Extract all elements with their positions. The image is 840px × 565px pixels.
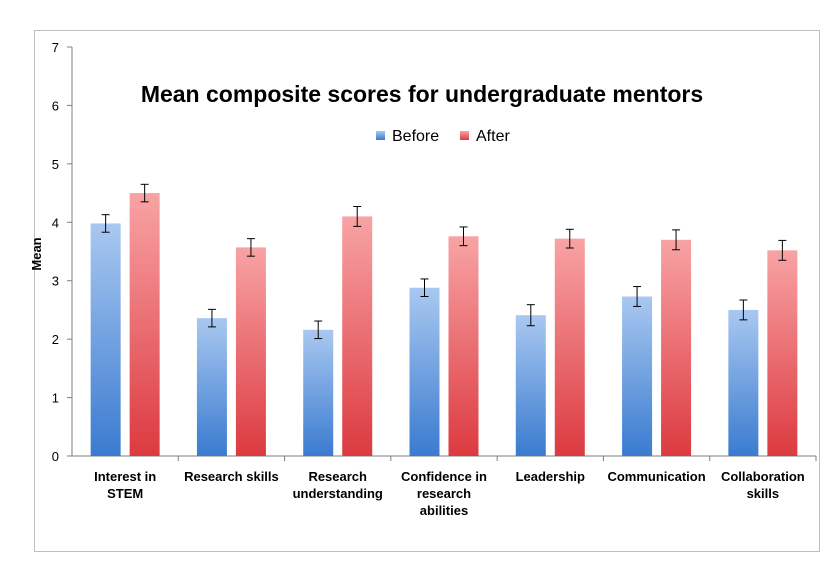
- error-bar-after-2: [353, 206, 362, 227]
- bars: [90, 193, 798, 457]
- bar-after-0: [129, 193, 160, 457]
- axes: 0 1 2 3 4 5 6 7: [52, 40, 817, 464]
- bar-before-5: [622, 296, 653, 456]
- error-bar-before-4: [526, 304, 535, 327]
- error-bar-after-6: [778, 239, 787, 261]
- error-bar-after-3: [459, 226, 468, 247]
- error-bar-before-5: [633, 286, 642, 307]
- bar-before-1: [196, 318, 227, 456]
- y-tick-label: 2: [52, 332, 59, 347]
- error-bar-before-2: [314, 320, 323, 340]
- y-tick-label: 1: [52, 391, 59, 406]
- error-bar-before-0: [101, 214, 110, 233]
- chart-title: Mean composite scores for undergraduate …: [141, 81, 703, 107]
- bar-before-6: [728, 309, 759, 456]
- error-bar-before-1: [207, 308, 216, 328]
- bar-before-0: [90, 223, 121, 456]
- legend-label-before: Before: [392, 128, 439, 145]
- error-bar-after-0: [140, 183, 149, 203]
- category-label-2: Research understanding: [293, 469, 383, 501]
- bar-after-1: [235, 247, 266, 456]
- error-bars: [101, 183, 787, 340]
- y-tick-label: 5: [52, 157, 59, 172]
- y-tick-label: 3: [52, 274, 59, 289]
- category-labels: Interest in STEM Research skills Research un…: [94, 469, 805, 518]
- bar-before-3: [409, 287, 440, 456]
- legend-swatch-after: [460, 131, 469, 140]
- bar-after-3: [448, 236, 479, 456]
- bar-after-6: [767, 250, 798, 456]
- y-tick-label: 6: [52, 98, 59, 113]
- bar-after-4: [554, 238, 585, 456]
- category-label-3: Confidence in research abilities: [401, 469, 487, 518]
- error-bar-after-1: [246, 238, 255, 257]
- bar-after-5: [661, 239, 692, 456]
- legend-label-after: After: [476, 128, 510, 145]
- category-label-6: Collaboration skills: [721, 469, 805, 501]
- bar-before-4: [515, 315, 546, 456]
- y-axis-label: Mean: [29, 237, 44, 270]
- error-bar-after-4: [565, 228, 574, 249]
- category-label-4: Leadership: [516, 469, 585, 484]
- legend-swatch-before: [376, 131, 385, 140]
- y-tick-label: 7: [52, 40, 59, 55]
- category-label-5: Communication: [607, 469, 705, 484]
- y-tick-label: 0: [52, 449, 59, 464]
- bar-before-2: [303, 329, 334, 456]
- error-bar-before-6: [739, 299, 748, 321]
- y-tick-label: 4: [52, 215, 59, 230]
- category-label-1: Research skills: [184, 469, 279, 484]
- category-label-0: Interest in STEM: [94, 469, 156, 501]
- error-bar-after-5: [672, 229, 681, 251]
- bar-after-2: [342, 216, 373, 456]
- chart-frame: [34, 30, 820, 552]
- error-bar-before-3: [420, 278, 429, 297]
- legend: Before After: [376, 128, 510, 145]
